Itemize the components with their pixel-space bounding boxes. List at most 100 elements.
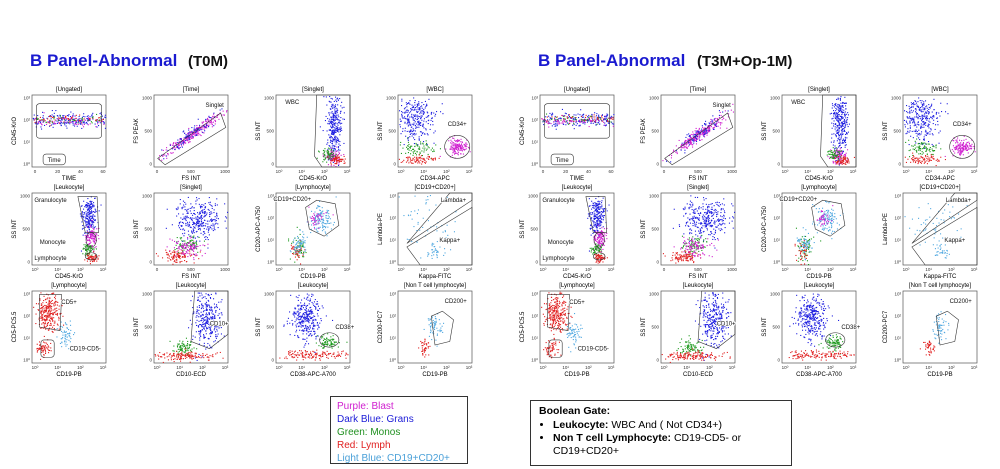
event-dot: [302, 245, 304, 247]
event-dot: [420, 134, 422, 136]
event-dot: [191, 219, 193, 221]
event-dot: [203, 357, 205, 359]
event-dot: [337, 351, 339, 353]
event-dot: [83, 208, 85, 210]
event-dot: [411, 115, 413, 117]
event-dot: [425, 128, 427, 130]
event-dot: [293, 246, 295, 248]
event-dot: [454, 152, 456, 154]
event-dot: [93, 204, 95, 206]
event-dot: [50, 309, 52, 311]
event-dot: [61, 338, 63, 340]
event-dot: [410, 109, 412, 111]
event-dot: [85, 215, 87, 217]
event-dot: [338, 156, 340, 158]
event-dot: [61, 341, 63, 343]
event-dot: [310, 353, 312, 355]
event-dot: [181, 249, 183, 251]
event-dot: [202, 311, 204, 313]
event-dot: [172, 350, 174, 352]
event-dot: [75, 120, 77, 122]
event-dot: [214, 223, 216, 225]
event-dot: [165, 251, 167, 253]
event-dot: [86, 225, 88, 227]
event-dot: [183, 247, 185, 249]
event-dot: [177, 206, 179, 208]
event-dot: [72, 119, 74, 121]
event-dot: [207, 120, 209, 122]
event-dot: [190, 217, 192, 219]
event-dot: [331, 137, 333, 139]
event-dot: [427, 123, 429, 125]
event-dot: [51, 330, 53, 332]
event-dot: [91, 114, 93, 116]
event-dot: [202, 231, 204, 233]
event-dot: [337, 154, 339, 156]
event-dot: [457, 146, 459, 148]
event-dot: [201, 122, 203, 124]
event-dot: [295, 250, 297, 252]
event-dot: [298, 294, 300, 296]
event-dot: [180, 245, 182, 247]
event-dot: [419, 229, 421, 231]
event-dot: [178, 223, 180, 225]
event-dot: [310, 232, 312, 234]
event-dot: [33, 306, 35, 308]
event-dot: [289, 352, 291, 354]
event-dot: [211, 126, 213, 128]
event-dot: [201, 217, 203, 219]
event-dot: [308, 343, 310, 345]
event-dot: [338, 120, 340, 122]
event-dot: [325, 215, 327, 217]
event-dot: [197, 228, 199, 230]
event-dot: [50, 347, 52, 349]
event-dot: [43, 295, 45, 297]
event-dot: [201, 225, 203, 227]
event-dot: [332, 123, 334, 125]
event-dot: [56, 310, 58, 312]
event-dot: [41, 306, 43, 308]
event-dot: [197, 221, 199, 223]
event-dot: [92, 217, 94, 219]
event-dot: [296, 259, 298, 261]
event-dot: [342, 350, 344, 352]
event-dot: [40, 292, 42, 294]
event-dot: [186, 217, 188, 219]
event-dot: [450, 139, 452, 141]
event-dot: [435, 322, 437, 324]
event-dot: [430, 325, 432, 327]
event-dot: [185, 347, 187, 349]
event-dot: [177, 346, 179, 348]
event-dot: [85, 248, 87, 250]
event-dot: [334, 159, 336, 161]
event-dot: [91, 254, 93, 256]
event-dot: [423, 145, 425, 147]
event-dot: [336, 162, 338, 164]
event-dot: [41, 314, 43, 316]
event-dot: [188, 132, 190, 134]
event-dot: [332, 126, 334, 128]
event-dot: [199, 324, 201, 326]
event-dot: [332, 125, 334, 127]
event-dot: [185, 216, 187, 218]
event-dot: [162, 149, 164, 151]
event-dot: [177, 348, 179, 350]
event-dot: [336, 108, 338, 110]
event-dot: [294, 246, 296, 248]
event-dot: [187, 212, 189, 214]
event-dot: [181, 145, 183, 147]
event-dot: [46, 315, 48, 317]
event-dot: [181, 207, 183, 209]
event-dot: [608, 121, 610, 123]
event-dot: [304, 249, 306, 251]
event-dot: [417, 158, 419, 160]
event-dot: [301, 320, 303, 322]
event-dot: [181, 141, 183, 143]
event-dot: [64, 120, 66, 122]
event-dot: [208, 116, 210, 118]
event-dot: [326, 342, 328, 344]
event-dot: [48, 310, 50, 312]
event-dot: [308, 322, 310, 324]
event-dot: [204, 211, 206, 213]
event-dot: [208, 338, 210, 340]
